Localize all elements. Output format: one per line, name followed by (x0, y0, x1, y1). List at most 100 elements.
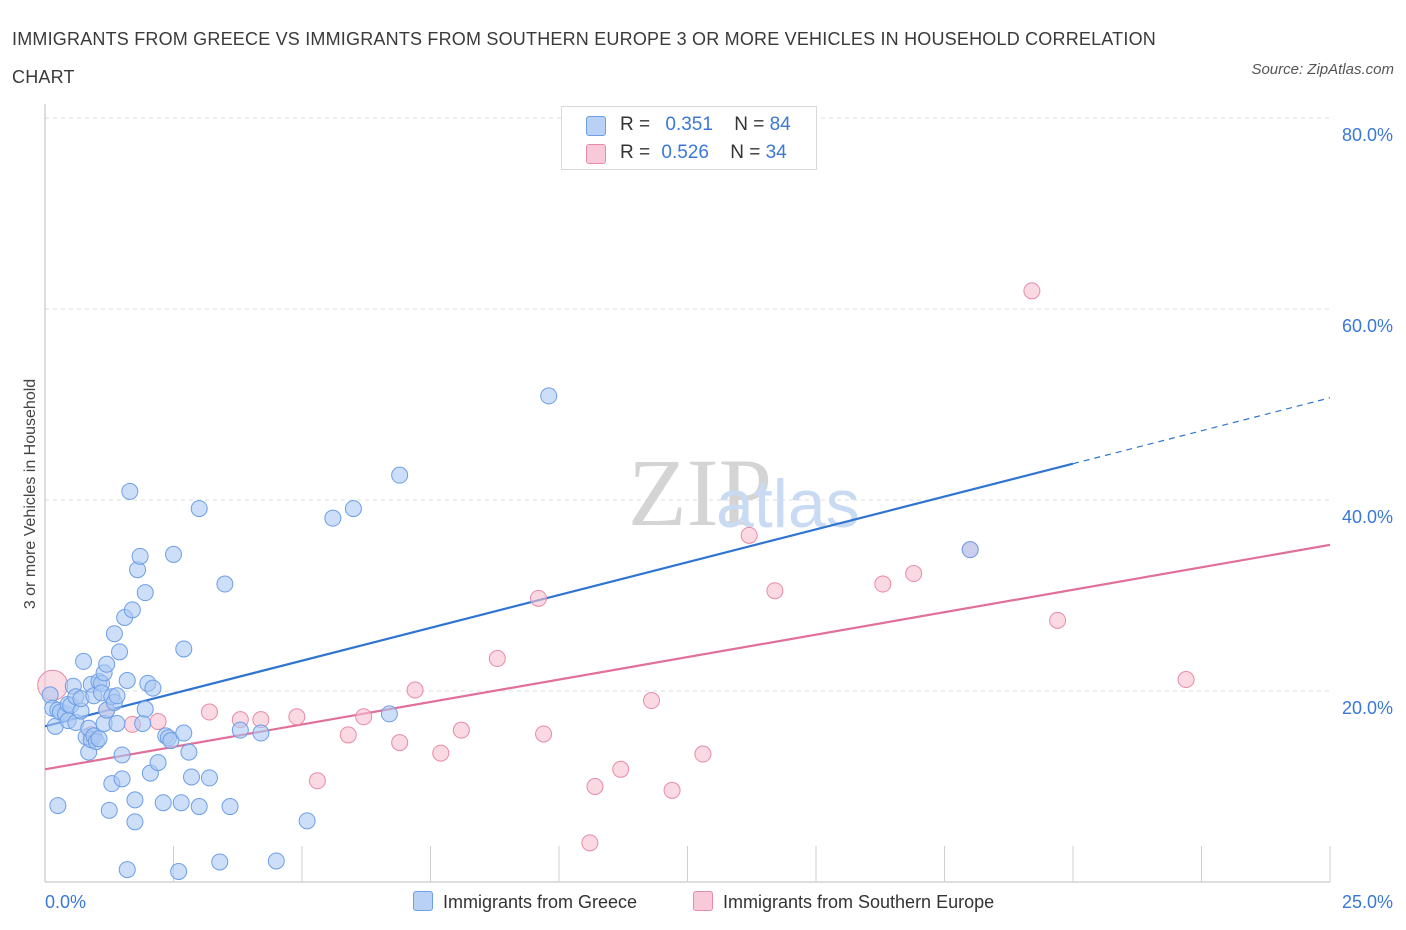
point-southern (200, 703, 218, 721)
point-greece (49, 797, 67, 815)
y-tick-label: 80.0% (1342, 125, 1393, 145)
point-greece (380, 705, 398, 723)
legend-r-greece: 0.351 (665, 114, 713, 135)
point-greece (105, 625, 123, 643)
legend-swatch-greece (586, 116, 606, 136)
point-greece (113, 746, 131, 764)
point-greece (108, 687, 126, 705)
point-greece (136, 584, 154, 602)
point-southern (432, 744, 450, 762)
point-southern (308, 772, 326, 790)
point-greece (162, 732, 180, 750)
point-greece (391, 466, 409, 484)
point-southern (406, 681, 424, 699)
point-greece (216, 575, 234, 593)
trend-line-greece (44, 462, 1074, 728)
y-tick-label: 60.0% (1342, 316, 1393, 336)
point-greece (172, 794, 190, 812)
point-greece (190, 798, 208, 816)
correlation-legend: R = 0.351 N = 84 R = 0.526 N = 34 (561, 106, 817, 170)
point-greece (134, 714, 152, 732)
x-tick-label: 0.0% (45, 892, 86, 912)
point-greece (231, 721, 249, 739)
point-southern (586, 778, 604, 795)
point-greece (252, 724, 270, 742)
point-greece (126, 791, 144, 809)
point-southern (149, 713, 167, 731)
trend-line-greece-extension (1072, 397, 1331, 465)
point-greece (190, 500, 208, 518)
point-greece (75, 652, 93, 670)
point-greece (136, 700, 154, 718)
point-greece (200, 769, 218, 787)
point-greece (324, 509, 342, 527)
point-greece (267, 852, 285, 870)
point-southern (452, 721, 470, 739)
legend-r-southern: 0.526 (661, 142, 709, 163)
point-southern (643, 692, 661, 710)
point-greece (175, 724, 193, 742)
point-greece (170, 862, 188, 880)
chart-title: IMMIGRANTS FROM GREECE VS IMMIGRANTS FRO… (12, 29, 1156, 87)
legend-swatch-southern (586, 144, 606, 164)
point-southern (535, 725, 553, 743)
point-greece (126, 813, 144, 831)
point-greece (111, 643, 129, 661)
point-southern (488, 650, 506, 668)
point-southern (288, 708, 306, 726)
y-tick-label: 40.0% (1342, 507, 1393, 527)
point-greece (180, 743, 198, 761)
point-greece (165, 545, 182, 563)
point-southern (874, 575, 892, 593)
point-greece (961, 541, 979, 559)
point-greece (154, 794, 172, 812)
point-southern (391, 734, 409, 752)
data-points (37, 282, 1195, 880)
point-southern (529, 589, 547, 607)
point-greece (108, 714, 126, 732)
point-greece (100, 801, 118, 819)
axes (44, 104, 1331, 883)
point-greece (344, 500, 362, 518)
gridlines (45, 117, 1330, 692)
point-southern (905, 565, 923, 583)
point-greece (131, 547, 149, 565)
point-southern (766, 582, 784, 600)
point-greece (90, 730, 108, 748)
point-greece (182, 768, 200, 786)
x-tick-label: 25.0% (1342, 892, 1393, 912)
legend-n-southern: 34 (765, 142, 787, 163)
point-greece (118, 861, 136, 879)
point-southern (740, 526, 758, 544)
point-southern (339, 726, 357, 744)
point-southern (694, 745, 712, 763)
bottom-legend-label-southern: Immigrants from Southern Europe (723, 892, 995, 912)
point-greece (540, 387, 558, 405)
point-southern (1049, 611, 1067, 629)
legend-r-label: R = (620, 142, 651, 163)
legend-n-label: N = (730, 142, 761, 163)
tick-labels: 20.0% 40.0% 60.0% 80.0% 0.0% 25.0% (45, 125, 1393, 912)
bottom-legend-greece[interactable]: Immigrants from Greece (413, 889, 637, 915)
point-greece (211, 853, 229, 871)
point-greece (113, 770, 131, 788)
legend-n-greece: 84 (769, 114, 791, 135)
point-greece (98, 655, 116, 673)
point-greece (144, 679, 162, 697)
point-southern (581, 834, 599, 852)
bottom-legend-swatch-southern (693, 891, 713, 911)
point-greece (221, 798, 239, 816)
point-greece (118, 671, 136, 689)
point-greece (123, 601, 141, 619)
legend-n-label: N = (734, 114, 765, 135)
bottom-legend-label-greece: Immigrants from Greece (443, 892, 638, 912)
point-southern (1023, 282, 1041, 300)
bottom-legend-southern[interactable]: Immigrants from Southern Europe (693, 889, 994, 915)
source-label: Source: ZipAtlas.com (1251, 61, 1394, 78)
legend-r-label: R = (620, 114, 651, 135)
point-southern (663, 781, 681, 799)
bottom-legend-swatch-greece (413, 891, 433, 911)
point-greece (121, 482, 139, 500)
point-southern (1177, 671, 1195, 689)
